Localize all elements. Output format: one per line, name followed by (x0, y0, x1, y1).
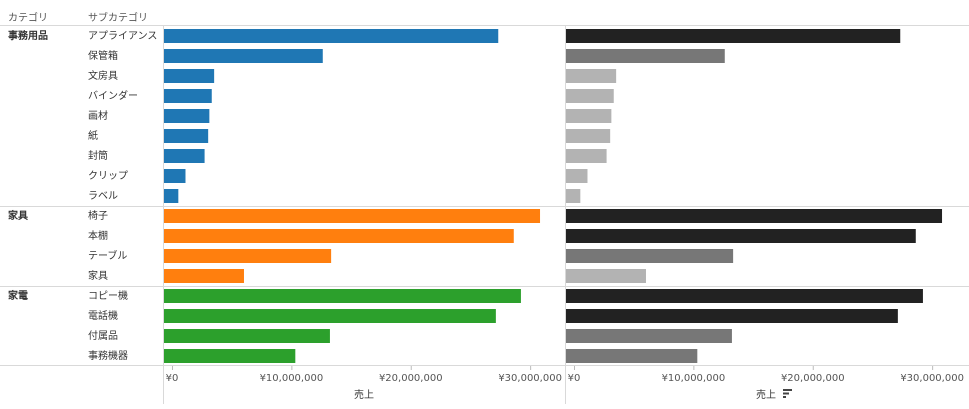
subcategory-label: 紙 (88, 129, 98, 142)
sort-descending-icon[interactable] (783, 389, 792, 398)
bar-left[interactable] (164, 129, 209, 143)
tick-label: ¥20,000,000 (781, 373, 845, 384)
category-header: カテゴリ (8, 11, 48, 24)
bar-left[interactable] (164, 189, 179, 203)
tick-label: ¥0 (568, 373, 581, 384)
subcategory-label: 電話機 (88, 309, 118, 322)
bar-left[interactable] (164, 49, 323, 63)
subcategory-label: アプライアンス (88, 30, 157, 42)
tick-label: ¥20,000,000 (379, 373, 443, 384)
tick-label: ¥30,000,000 (498, 373, 562, 384)
tick-label: ¥0 (166, 373, 179, 384)
subcategory-label: 画材 (88, 109, 108, 122)
subcategory-label: バインダー (88, 89, 138, 102)
bar-right[interactable] (566, 109, 612, 123)
left-pane-bars (164, 29, 541, 363)
left-x-axis: ¥0 ¥10,000,000 ¥20,000,000 ¥30,000,000 (166, 366, 562, 384)
bar-left[interactable] (164, 69, 215, 83)
subcategory-label: 文房具 (88, 69, 118, 82)
bar-right[interactable] (566, 349, 698, 363)
bar-left[interactable] (164, 149, 205, 163)
bar-left[interactable] (164, 109, 210, 123)
bar-right[interactable] (566, 69, 617, 83)
subcategory-label: 本棚 (88, 229, 108, 242)
bar-right[interactable] (566, 329, 732, 343)
subcategory-label: クリップ (88, 170, 128, 182)
right-axis-title[interactable]: 売上 (756, 388, 776, 401)
bar-left[interactable] (164, 309, 496, 323)
category-label: 家電 (8, 289, 28, 302)
subcategory-label: 椅子 (88, 209, 108, 222)
right-pane-bars (566, 29, 943, 363)
bar-right[interactable] (566, 169, 588, 183)
right-x-axis: ¥0 ¥10,000,000 ¥20,000,000 ¥30,000,000 (568, 366, 964, 384)
bar-right[interactable] (566, 269, 646, 283)
bar-left[interactable] (164, 289, 521, 303)
subcategory-label: 封筒 (88, 149, 108, 162)
subcategory-label: ラベル (88, 190, 118, 202)
bar-right[interactable] (566, 309, 898, 323)
bar-right[interactable] (566, 129, 611, 143)
bar-left[interactable] (164, 249, 332, 263)
bar-left[interactable] (164, 209, 541, 223)
bar-right[interactable] (566, 249, 734, 263)
bar-left[interactable] (164, 329, 330, 343)
bar-left[interactable] (164, 229, 514, 243)
subcategory-label: テーブル (88, 249, 127, 262)
subcategory-header: サブカテゴリ (88, 11, 148, 24)
bar-right[interactable] (566, 29, 901, 43)
subcategory-label: 保管箱 (88, 49, 118, 62)
tick-label: ¥10,000,000 (662, 373, 726, 384)
bar-right[interactable] (566, 89, 614, 103)
bar-right[interactable] (566, 229, 916, 243)
category-label: 家具 (8, 209, 28, 222)
tick-label: ¥10,000,000 (260, 373, 324, 384)
table-frame (0, 25, 969, 404)
bar-right[interactable] (566, 189, 581, 203)
left-axis-title: 売上 (354, 388, 374, 401)
category-label: 事務用品 (8, 29, 48, 42)
bar-right[interactable] (566, 49, 725, 63)
bar-right[interactable] (566, 289, 923, 303)
bar-right[interactable] (566, 149, 607, 163)
subcategory-label: コピー機 (88, 289, 128, 302)
bar-left[interactable] (164, 169, 186, 183)
subcategory-label: 事務機器 (88, 349, 128, 362)
bar-left[interactable] (164, 349, 296, 363)
subcategory-label: 家具 (88, 269, 108, 282)
bar-left[interactable] (164, 89, 212, 103)
bar-left[interactable] (164, 269, 244, 283)
subcategory-label: 付属品 (88, 329, 118, 342)
bar-left[interactable] (164, 29, 499, 43)
bar-right[interactable] (566, 209, 943, 223)
tick-label: ¥30,000,000 (900, 373, 964, 384)
